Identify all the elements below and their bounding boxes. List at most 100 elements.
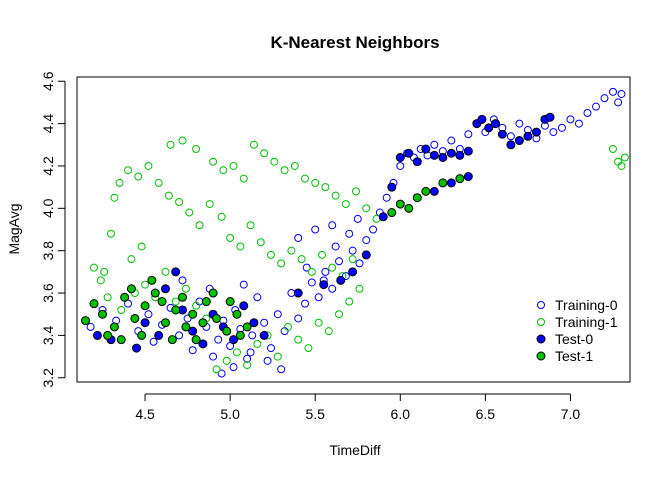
data-point [198, 339, 208, 349]
data-point [273, 310, 282, 319]
data-point [336, 275, 346, 285]
data-point [321, 183, 330, 192]
data-point [236, 242, 245, 251]
y-axis: 3.2 3.4 3.6 3.8 4.0 4.2 4.4 4.6 [40, 71, 66, 387]
data-point [557, 123, 566, 132]
legend-marker [537, 301, 545, 309]
data-point [287, 246, 296, 255]
data-point [506, 140, 516, 150]
data-point [239, 301, 249, 311]
data-point [395, 152, 405, 162]
data-point [253, 339, 262, 348]
data-point [171, 267, 181, 277]
data-point [175, 197, 184, 206]
data-point [96, 276, 105, 285]
data-point [166, 140, 175, 149]
series-test-0 [92, 112, 555, 353]
x-axis-label: TimeDiff [329, 442, 380, 458]
data-point [188, 326, 198, 336]
data-point [232, 348, 241, 357]
data-point [232, 309, 242, 319]
data-point [302, 263, 311, 272]
data-point [429, 150, 439, 160]
data-point [277, 365, 286, 374]
data-point [198, 318, 208, 328]
data-point [273, 352, 282, 361]
data-point [355, 284, 364, 293]
data-point [219, 166, 228, 175]
data-point [497, 129, 507, 139]
data-point [378, 212, 388, 222]
data-point [307, 278, 316, 287]
data-point [514, 136, 524, 146]
data-point [438, 152, 448, 162]
data-point [361, 250, 371, 260]
data-point [222, 326, 232, 336]
data-point [217, 369, 226, 378]
data-point [175, 331, 184, 340]
data-point [229, 363, 238, 372]
data-point [242, 322, 252, 332]
data-point [107, 229, 116, 238]
data-point [132, 343, 142, 353]
data-point [117, 305, 126, 314]
data-point [345, 229, 354, 238]
data-point [294, 314, 303, 323]
legend-label: Training-1 [555, 314, 618, 330]
data-point [331, 242, 340, 251]
data-point [160, 318, 170, 328]
data-point [246, 348, 255, 357]
y-tick-label: 3.8 [40, 241, 56, 261]
data-point [181, 284, 190, 293]
data-point [614, 98, 623, 107]
data-point [239, 174, 248, 183]
data-point [115, 178, 124, 187]
data-point [201, 297, 211, 307]
data-point [157, 297, 167, 307]
data-point [280, 166, 289, 175]
data-point [208, 288, 218, 298]
data-point [188, 309, 198, 319]
data-point [515, 119, 524, 128]
y-tick-label: 4.6 [40, 71, 56, 91]
data-point [266, 344, 275, 353]
data-point [110, 193, 119, 202]
legend-marker [536, 334, 546, 344]
data-point [154, 178, 163, 187]
data-point [294, 233, 303, 242]
data-point [86, 322, 95, 331]
data-point [531, 127, 541, 137]
data-point [421, 144, 431, 154]
y-tick-label: 4.2 [40, 156, 56, 176]
data-point [331, 191, 340, 200]
data-point [328, 284, 337, 293]
data-point [192, 301, 201, 310]
data-point [591, 102, 600, 111]
data-point [549, 128, 558, 137]
data-point [307, 267, 316, 276]
data-point [209, 157, 218, 166]
data-point [103, 293, 112, 302]
data-point [362, 204, 371, 213]
data-point [137, 330, 147, 340]
data-point [239, 280, 248, 289]
data-point [294, 335, 303, 344]
data-point [506, 132, 515, 141]
data-point [617, 161, 626, 170]
data-point [149, 337, 158, 346]
y-tick-label: 4.4 [40, 114, 56, 134]
x-tick-label: 4.5 [135, 406, 155, 422]
data-point [318, 250, 327, 259]
data-point [412, 157, 422, 167]
data-point [171, 297, 180, 306]
data-point [212, 365, 221, 374]
data-point [324, 327, 333, 336]
data-point [177, 292, 187, 302]
series-training-1 [90, 136, 629, 374]
data-point [229, 161, 238, 170]
data-point [243, 361, 252, 370]
data-point [98, 309, 108, 319]
data-point [90, 263, 99, 272]
